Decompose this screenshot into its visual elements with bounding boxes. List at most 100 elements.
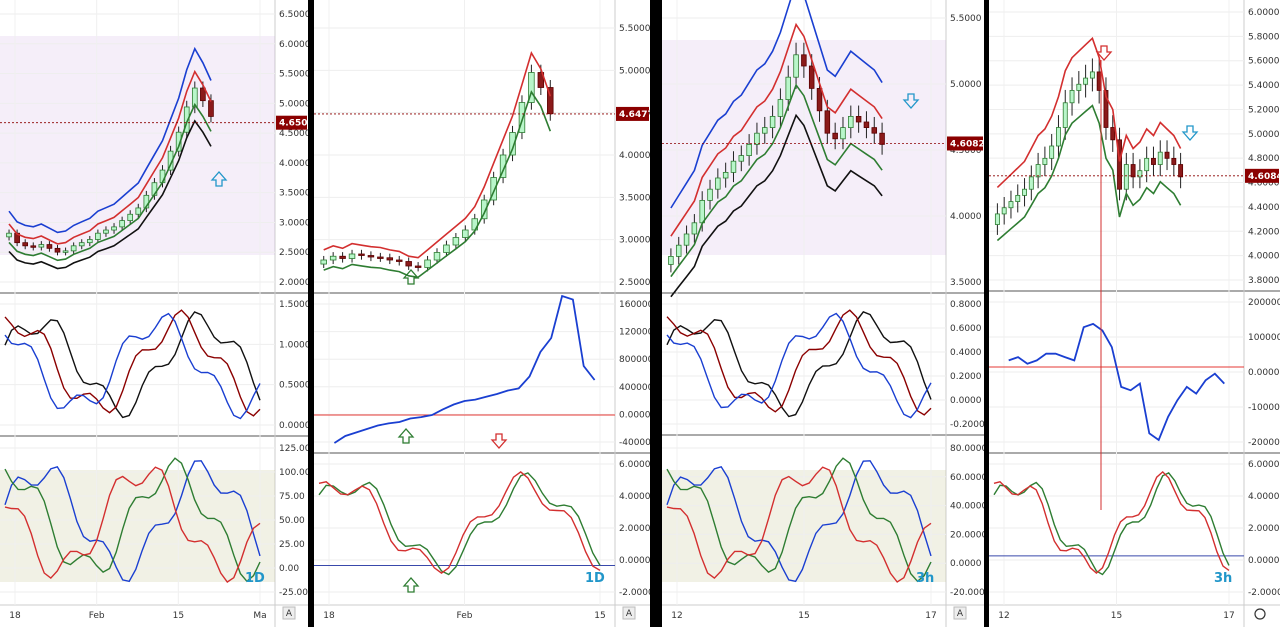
candle <box>433 252 441 261</box>
ind2-tick-label: 125.00 <box>279 444 308 454</box>
candle <box>54 247 61 253</box>
candle <box>1083 77 1089 85</box>
candle <box>135 207 142 215</box>
auto-scale-button[interactable] <box>282 606 296 620</box>
time-tick-label: 15 <box>594 611 605 621</box>
candle <box>1130 164 1136 178</box>
stoch-green-line <box>318 472 601 576</box>
timeframe-label: 3h <box>1214 571 1232 586</box>
candle <box>111 226 117 231</box>
candle <box>1001 207 1007 215</box>
candle <box>879 132 885 145</box>
panel-bg <box>989 0 1280 627</box>
price-tick-label: 3.5000 <box>619 193 650 203</box>
candle <box>358 253 365 256</box>
candle <box>537 72 545 88</box>
candle <box>348 253 356 259</box>
time-tick-label: 12 <box>671 611 682 621</box>
settings-gear-icon[interactable] <box>1254 608 1266 620</box>
candle <box>746 143 752 156</box>
price-tick-label: 3.5000 <box>279 189 308 199</box>
candle <box>777 99 784 117</box>
candle <box>1022 188 1027 196</box>
candle <box>824 110 831 134</box>
price-tick-label: 4.0000 <box>950 212 982 222</box>
time-tick-label: 15 <box>173 611 184 621</box>
ind2-tick-label: 0.0000 <box>1248 556 1280 566</box>
price-tick-label: 2.5000 <box>279 248 308 258</box>
candle <box>1144 157 1150 172</box>
candle <box>1089 71 1095 79</box>
ma-blue-line <box>670 0 883 209</box>
last-price-tag <box>1245 168 1279 183</box>
candle <box>480 199 488 220</box>
volume-flow-line <box>1008 322 1225 442</box>
timeframe-label: 1D <box>245 571 265 586</box>
time-tick-label: 17 <box>1223 611 1234 621</box>
candle <box>1103 90 1109 128</box>
candle <box>1171 157 1177 165</box>
ind2-tick-label: -25.00 <box>279 588 308 598</box>
auto-scale-button[interactable] <box>953 606 967 620</box>
ind2-tick-label: 6.0000 <box>1248 460 1280 470</box>
ind1-tick-label: 0.0000 <box>950 396 982 406</box>
candle <box>95 232 101 240</box>
candle <box>396 259 403 262</box>
price-tick-label: 5.0000 <box>1248 130 1280 140</box>
candle <box>1137 170 1143 178</box>
ind2-tick-label: 40.0000 <box>950 502 984 512</box>
ma-green-line <box>8 102 212 262</box>
candle <box>414 265 422 268</box>
ma-green-line <box>670 83 883 278</box>
ind2-tick-label: 60.0000 <box>950 473 984 483</box>
osc-black-line <box>666 311 932 418</box>
ind1-tick-label: 200000.00 <box>1248 298 1280 308</box>
volume-flow-line <box>333 294 596 444</box>
candle <box>699 199 705 224</box>
time-tick-label: Ma <box>253 611 266 621</box>
candle <box>1056 127 1061 147</box>
candle <box>1164 151 1170 159</box>
candle <box>848 116 854 129</box>
candle <box>183 106 190 133</box>
candle <box>339 255 346 259</box>
candle <box>38 244 45 248</box>
buy-arrow-icon <box>402 269 420 285</box>
chart-panel-2[interactable]: 5.50005.00004.50004.00003.50003.00002.50… <box>314 0 650 627</box>
auto-scale-label: A <box>957 609 964 619</box>
price-tick-label: 2.5000 <box>619 278 650 288</box>
candle <box>863 121 870 128</box>
ind2-tick-label: -20.0000 <box>950 588 984 598</box>
auto-scale-button[interactable] <box>622 606 636 620</box>
ind1-tick-label: -0.2000 <box>950 420 984 430</box>
candle <box>30 245 37 248</box>
price-tick-label: 5.6000 <box>1248 57 1280 67</box>
candle <box>62 250 69 253</box>
candle <box>1035 164 1041 178</box>
price-tick-label: 4.0000 <box>1248 252 1280 262</box>
candle <box>518 102 526 133</box>
candle <box>405 261 412 267</box>
chart-panel-1[interactable]: 6.5000 6.0000 5.5000 5.0000 4.5000 4.0000 3.50… <box>0 0 308 627</box>
price-tick-label: 5.0000 <box>279 99 308 109</box>
price-tick-label: 3.5000 <box>950 278 982 288</box>
ind2-tick-label: 4.0000 <box>619 492 650 502</box>
time-tick-label: 12 <box>998 611 1009 621</box>
chart-panel-3[interactable]: 5.5000 5.0000 4.5000 4.0000 3.5000 0.8000 0.60… <box>662 0 984 627</box>
price-tick-label: 3.8000 <box>1248 276 1280 286</box>
candle <box>528 72 535 103</box>
osc-darkred-line <box>4 309 261 417</box>
price-tick-label: 3.0000 <box>279 218 308 228</box>
ma-red-line <box>8 69 212 245</box>
time-tick-label: Feb <box>457 611 473 621</box>
last-price-tag <box>276 115 307 130</box>
ind2-tick-label: 0.00 <box>279 564 299 574</box>
ind1-tick-label: 100000.00 <box>1248 333 1280 343</box>
candle <box>785 76 791 100</box>
candle <box>668 255 674 265</box>
candle <box>329 255 337 261</box>
price-tick-label: 5.5000 <box>279 70 308 80</box>
chart-panel-4[interactable]: 6.0000 5.8000 5.6000 5.4000 5.2000 5.0000 4.80… <box>989 0 1280 627</box>
ma-red-line <box>670 22 883 237</box>
candle <box>499 154 507 178</box>
